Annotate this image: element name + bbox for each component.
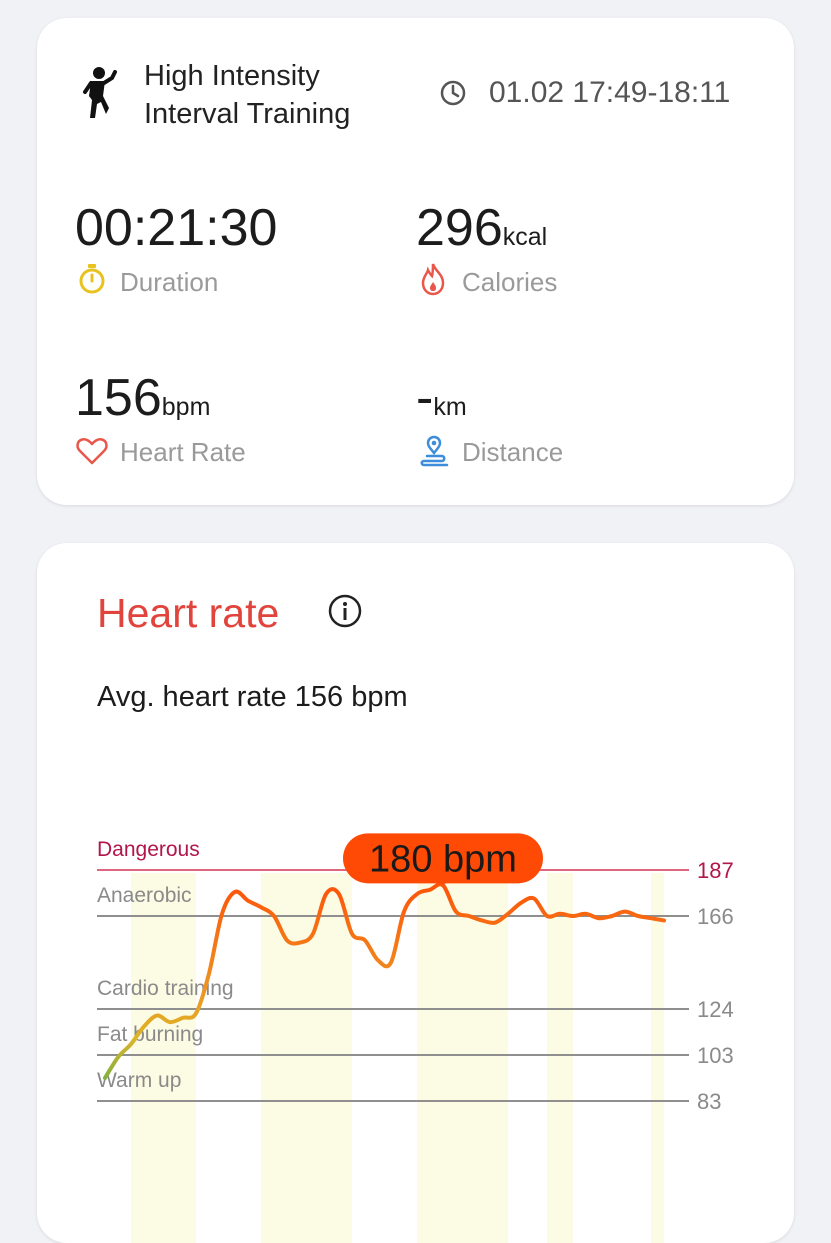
info-icon[interactable] <box>327 593 363 629</box>
heart-rate-title: Heart rate <box>97 590 280 636</box>
interval-band <box>547 873 573 1243</box>
stopwatch-icon <box>79 264 105 294</box>
calories-unit: kcal <box>502 223 548 251</box>
interval-band <box>131 873 196 1243</box>
clock-icon <box>440 80 466 106</box>
workout-summary-card: High Intensity Interval Training 01.02 1… <box>37 18 794 505</box>
zone-label: Warm up <box>97 1069 181 1092</box>
zone-label: Fat burning <box>97 1023 203 1046</box>
distance-unit: km <box>433 393 467 421</box>
zone-label: Cardio training <box>97 977 234 1000</box>
distance-label: Distance <box>462 437 564 467</box>
y-tick-label: 187 <box>697 858 734 883</box>
duration-value: 00:21:30 <box>75 199 278 257</box>
y-tick-label: 166 <box>697 904 734 929</box>
interval-band <box>651 873 664 1243</box>
interval-band <box>417 873 508 1243</box>
heart-icon <box>76 438 108 465</box>
y-tick-label: 103 <box>697 1043 734 1068</box>
heart-rate-label: Heart Rate <box>120 437 246 467</box>
heart-rate-chart: Dangerous Anaerobic Cardio training Fat bur… <box>97 833 734 1243</box>
heart-rate-line <box>103 882 666 1080</box>
distance-stat: -km <box>416 370 467 426</box>
calories-label: Calories <box>462 267 558 297</box>
y-tick-label: 83 <box>697 1089 721 1114</box>
zone-label: Anaerobic <box>97 884 192 907</box>
y-tick-label: 124 <box>697 997 734 1022</box>
workout-time-range: 01.02 17:49-18:11 <box>489 76 731 109</box>
max-heart-rate-badge: 180 bpm <box>343 833 543 885</box>
runner-icon <box>83 67 117 118</box>
workout-title-line2: Interval Training <box>144 98 351 130</box>
heart-rate-stat: 156bpm <box>75 370 210 426</box>
heart-rate-unit: bpm <box>161 393 211 421</box>
location-icon <box>420 435 449 467</box>
flame-icon <box>421 263 445 296</box>
calories-value: 296 <box>416 199 503 257</box>
distance-value: - <box>416 369 434 427</box>
workout-title-line1: High Intensity <box>144 60 320 92</box>
duration-label: Duration <box>120 267 219 297</box>
heart-rate-card: Heart rate Avg. heart rate 156 bpm Dange… <box>37 543 794 1243</box>
zone-label: Dangerous <box>97 838 200 861</box>
calories-stat: 296kcal <box>416 200 547 256</box>
workout-title: High Intensity Interval Training <box>144 57 350 133</box>
avg-heart-rate: Avg. heart rate 156 bpm <box>97 681 408 713</box>
max-heart-rate-text: 180 bpm <box>369 838 517 880</box>
heart-rate-value: 156 <box>75 369 162 427</box>
interval-band <box>261 873 352 1243</box>
